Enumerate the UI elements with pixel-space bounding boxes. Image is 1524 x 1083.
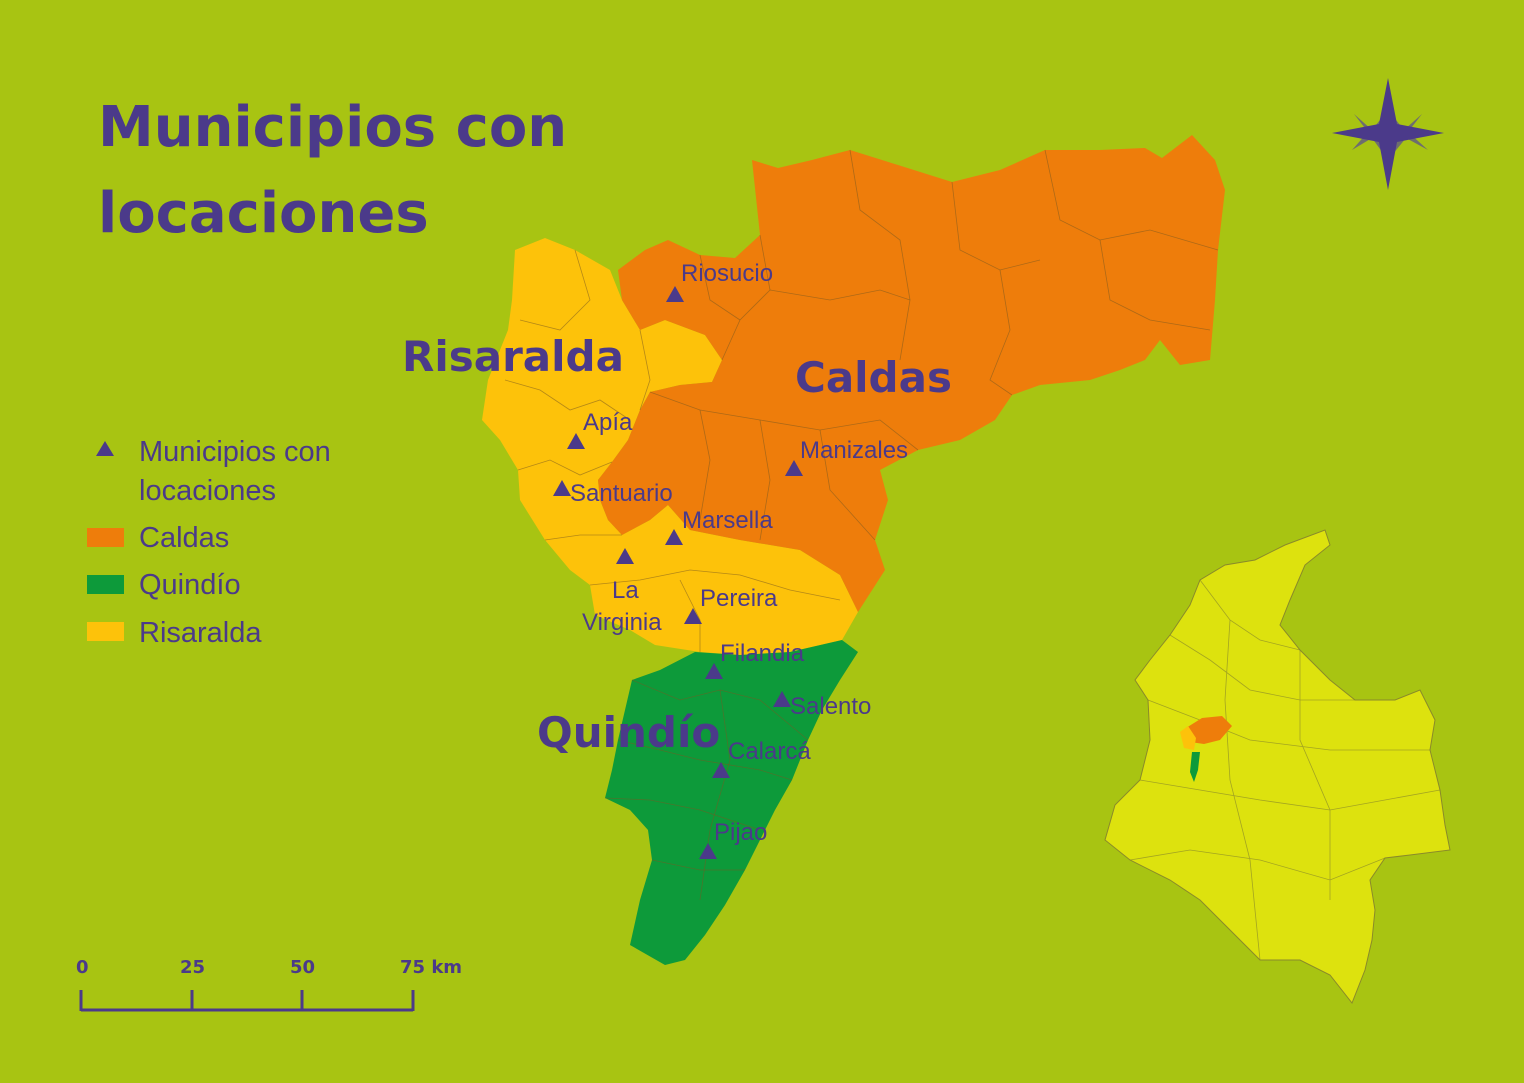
label-caldas: Caldas: [795, 353, 952, 402]
town-label-pereira: Pereira: [700, 585, 778, 612]
town-label-marsella: Marsella: [682, 507, 773, 534]
legend-caldas: Caldas: [139, 522, 229, 554]
legend-swatch-caldas: [87, 528, 124, 547]
scale-label-75: 75 km: [400, 957, 462, 978]
triangle-marker-icon: [553, 480, 571, 496]
legend-marker-line2: locaciones: [139, 475, 276, 507]
town-label-pijao: Pijao: [714, 819, 767, 846]
scale-label-50: 50: [290, 957, 315, 978]
legend-swatch-risaralda: [87, 622, 124, 641]
town-label-salento: Salento: [790, 693, 871, 720]
town-label-apia: Apía: [583, 409, 633, 436]
triangle-marker-icon: [616, 548, 634, 564]
town-label-calarca: Calarcá: [728, 738, 811, 765]
scale-bar: 0 25 50 75 km: [76, 957, 462, 1012]
compass-rose-icon: [1332, 78, 1444, 190]
triangle-marker-icon: [665, 529, 683, 545]
town-label-virginia: Virginia: [582, 609, 662, 636]
triangle-marker-icon: [705, 663, 723, 679]
legend-swatch-quindio: [87, 575, 124, 594]
inset-highlight-quindio: [1190, 752, 1200, 782]
triangle-marker-icon: [699, 843, 717, 859]
town-label-la: La: [612, 577, 639, 604]
region-quindio: [605, 640, 858, 965]
triangle-marker-icon: [785, 460, 803, 476]
town-label-riosucio: Riosucio: [681, 260, 773, 287]
triangle-marker-icon: [773, 691, 791, 707]
triangle-marker-icon: [567, 433, 585, 449]
region-risaralda: [482, 238, 858, 655]
town-label-santuario: Santuario: [570, 480, 673, 507]
region-caldas: [598, 135, 1225, 612]
scale-label-25: 25: [180, 957, 205, 978]
map-title-line2: locaciones: [98, 181, 429, 246]
legend-quindio: Quindío: [139, 569, 241, 601]
triangle-marker-icon: [96, 441, 114, 456]
triangle-marker-icon: [712, 762, 730, 778]
map-title-line1: Municipios con: [98, 95, 567, 160]
legend: Municipios con locaciones Caldas Quindío…: [87, 436, 331, 649]
inset-highlight-risaralda: [1180, 726, 1196, 750]
triangle-marker-icon: [684, 608, 702, 624]
label-risaralda: Risaralda: [402, 332, 624, 381]
inset-highlight-caldas: [1186, 716, 1232, 744]
town-label-filandia: Filandia: [720, 640, 805, 667]
legend-marker-line1: Municipios con: [139, 436, 331, 468]
colombia-inset-map: [1104, 529, 1451, 1004]
scale-label-0: 0: [76, 957, 89, 978]
triangle-marker-icon: [666, 286, 684, 302]
label-quindio: Quindío: [537, 708, 720, 757]
town-markers: [553, 286, 803, 859]
municipal-boundaries: [504, 149, 1219, 901]
legend-risaralda: Risaralda: [139, 617, 262, 649]
town-label-manizales: Manizales: [800, 437, 908, 464]
